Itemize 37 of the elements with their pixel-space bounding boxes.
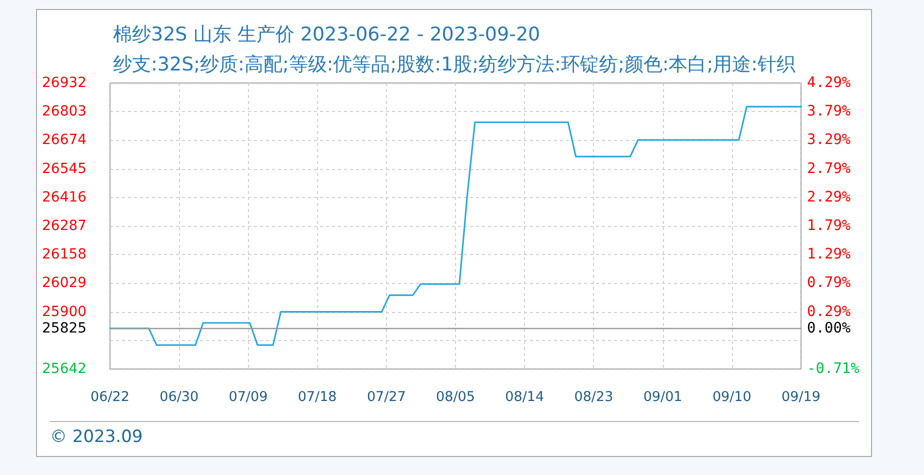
y2-tick-label: 0.00% xyxy=(807,320,851,336)
x-tick-label: 07/27 xyxy=(366,389,406,405)
x-tick-label: 06/30 xyxy=(160,389,199,405)
y2-tick-label: -0.71% xyxy=(807,361,860,377)
x-tick-label: 06/22 xyxy=(90,389,130,405)
chart-title: 棉纱32S 山东 生产价 2023-06-22 - 2023-09-20 xyxy=(113,24,540,46)
y2-tick-label: 3.29% xyxy=(807,132,851,148)
y2-tick-label: 1.29% xyxy=(807,246,851,263)
y-tick-label: 26029 xyxy=(42,275,87,292)
x-tick-label: 08/05 xyxy=(436,389,475,405)
y2-tick-label: 1.79% xyxy=(807,218,851,234)
x-tick-label: 08/23 xyxy=(574,389,614,405)
y-tick-label: 25825 xyxy=(42,320,87,336)
y-tick-label: 25900 xyxy=(42,304,87,320)
y-tick-label: 25642 xyxy=(42,361,87,377)
x-tick-label: 09/10 xyxy=(712,389,752,405)
x-tick-label: 07/09 xyxy=(228,389,268,405)
line-series xyxy=(109,106,802,346)
y2-tick-label: 2.29% xyxy=(807,189,851,206)
y2-tick-label: 4.29% xyxy=(807,75,851,91)
y-tick-label: 26545 xyxy=(42,160,87,177)
y-tick-label: 26158 xyxy=(42,246,87,263)
y2-tick-label: 0.29% xyxy=(807,304,851,320)
x-tick-label: 08/14 xyxy=(505,389,544,405)
y2-tick-label: 3.79% xyxy=(807,104,851,120)
y-tick-label: 26674 xyxy=(42,132,87,148)
y2-tick-label: 0.79% xyxy=(807,275,851,292)
y-tick-label: 26803 xyxy=(42,104,87,120)
x-tick-label: 09/01 xyxy=(643,389,682,405)
text: © 2023.09 xyxy=(50,426,143,448)
x-tick-label: 07/18 xyxy=(298,389,337,405)
y-tick-label: 26416 xyxy=(42,189,87,206)
x-tick-label: 09/19 xyxy=(782,389,820,405)
chart-subtitle: 纱支:32S;纱质:高配;等级:优等品;股数:1股;纺纱方法:环锭纺;颜色:本白;用途:针织 xyxy=(113,54,796,76)
y-tick-label: 26932 xyxy=(42,75,87,91)
y-tick-label: 26287 xyxy=(42,218,87,234)
y2-tick-label: 2.79% xyxy=(807,160,851,177)
